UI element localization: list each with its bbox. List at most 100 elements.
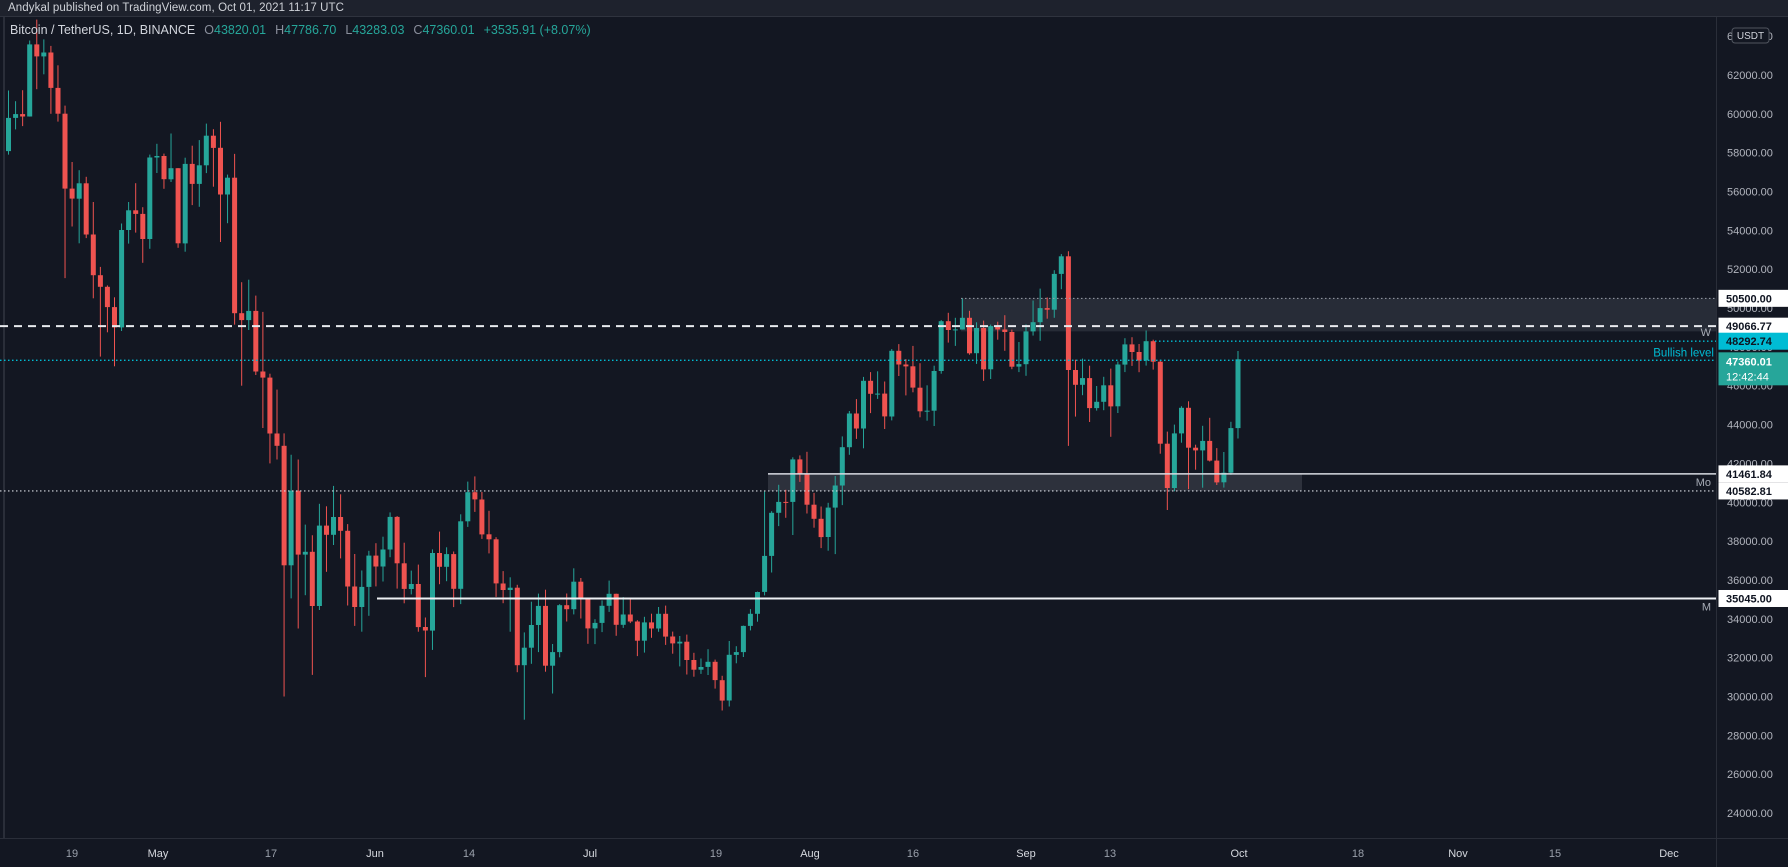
currency-usdt-button[interactable] [1731, 27, 1770, 44]
price-tick-label[interactable]: 28000.00 [1727, 730, 1773, 742]
candle-body [811, 504, 817, 519]
candle-body [366, 555, 372, 587]
candle-body [670, 636, 676, 644]
time-axis-label[interactable]: Dec [1659, 848, 1679, 860]
candle-body [196, 165, 202, 184]
time-axis-label[interactable]: 14 [463, 848, 475, 860]
time-axis-label[interactable]: Aug [800, 848, 820, 860]
candle-body [656, 613, 662, 629]
candle-body [444, 554, 450, 567]
price-tick-label[interactable]: 26000.00 [1727, 769, 1773, 781]
axis-price-label-box-weekly-48292 [1718, 332, 1788, 350]
price-tick-label[interactable]: 32000.00 [1727, 653, 1773, 665]
candle-body [627, 614, 633, 622]
candle-body [302, 551, 308, 555]
candle-body [1023, 331, 1029, 365]
candle-body [112, 307, 117, 328]
candle-body [1087, 378, 1093, 409]
ohlc-high: H 47786.70 [275, 23, 337, 37]
candle-body [83, 183, 89, 235]
price-tick-label[interactable]: 62000.00 [1727, 70, 1773, 82]
candle-body [380, 549, 386, 567]
level-tag-Mo: Mo [1696, 477, 1711, 489]
price-tick-label[interactable]: 24000.00 [1727, 808, 1773, 820]
time-axis-label[interactable]: 19 [710, 848, 722, 860]
candle-body [903, 364, 909, 367]
candle-body [76, 183, 82, 199]
time-axis-label[interactable]: 15 [1549, 848, 1561, 860]
candle-body [394, 516, 400, 564]
candle-body [203, 135, 209, 166]
candle-body [896, 350, 902, 365]
candle-body [917, 387, 923, 412]
time-axis-label[interactable]: 13 [1104, 848, 1116, 860]
time-axis-label[interactable]: Jun [366, 848, 384, 860]
candle-body [981, 328, 987, 370]
last-price-label-box [1718, 352, 1788, 386]
bullish-level-note: Bullish level [1653, 347, 1714, 359]
candle-body [27, 44, 33, 117]
candles-layer[interactable] [6, 19, 1241, 720]
candle-body [1108, 385, 1114, 407]
candle-body [797, 459, 803, 474]
candle-body [246, 310, 252, 321]
candle-body [606, 593, 612, 606]
price-tick-label[interactable]: 52000.00 [1727, 264, 1773, 276]
candle-body [69, 188, 75, 199]
price-tick-label[interactable]: 58000.00 [1727, 148, 1773, 160]
candle-body [422, 627, 428, 631]
candle-body [316, 525, 322, 606]
candle-body [133, 210, 139, 214]
time-axis-label[interactable]: 18 [1352, 848, 1364, 860]
symbol-legend[interactable]: Bitcoin / TetherUS, 1D, BINANCE O 43820.0… [10, 23, 591, 37]
candle-body [931, 371, 937, 411]
time-axis-label[interactable]: 17 [265, 848, 277, 860]
candle-body [359, 586, 365, 607]
time-axis-label[interactable]: 16 [907, 848, 919, 860]
price-tick-label[interactable]: 30000.00 [1727, 691, 1773, 703]
candle-body [783, 501, 789, 503]
candle-body [726, 654, 732, 701]
candle-body [1016, 364, 1022, 367]
candle-body [465, 492, 471, 522]
candle-body [910, 366, 916, 388]
candle-body [430, 553, 435, 631]
candle-body [401, 563, 407, 589]
price-tick-label[interactable]: 44000.00 [1727, 420, 1773, 432]
candle-body [345, 530, 351, 587]
candle-body [543, 605, 548, 666]
ohlc-open: O 43820.01 [204, 23, 267, 37]
candle-body [175, 168, 181, 244]
candle-body [924, 410, 930, 412]
candle-body [1129, 344, 1135, 352]
time-axis-label[interactable]: Sep [1016, 848, 1036, 860]
candle-body [1235, 359, 1241, 429]
price-tick-label[interactable]: 38000.00 [1727, 536, 1773, 548]
price-tick-label[interactable]: 60000.00 [1727, 109, 1773, 121]
time-axis-label[interactable]: Oct [1230, 848, 1247, 860]
time-axis-label[interactable]: 19 [66, 848, 78, 860]
candle-body [147, 157, 153, 239]
price-tick-label[interactable]: 54000.00 [1727, 225, 1773, 237]
price-tick-label[interactable]: 56000.00 [1727, 187, 1773, 199]
time-axis-label[interactable]: Jul [583, 848, 597, 860]
candle-body [952, 329, 958, 331]
level-tag-W: W [1701, 327, 1712, 339]
axis-price-label-box-dotted-40582 [1718, 482, 1788, 500]
candle-body [514, 587, 520, 666]
candle-body [988, 326, 994, 370]
price-tick-label[interactable]: 40000.00 [1727, 497, 1773, 509]
candle-body [592, 622, 598, 629]
price-tick-label[interactable]: 36000.00 [1727, 575, 1773, 587]
time-axis-label[interactable]: Nov [1448, 848, 1468, 860]
axis-price-label-box-solid-41461 [1718, 465, 1788, 483]
candle-body [274, 433, 280, 446]
candle-body [41, 52, 47, 57]
time-axis-label[interactable]: May [148, 848, 169, 860]
candle-body [790, 459, 796, 502]
candle-body [712, 661, 718, 681]
candle-body [528, 625, 534, 648]
price-tick-label[interactable]: 34000.00 [1727, 614, 1773, 626]
